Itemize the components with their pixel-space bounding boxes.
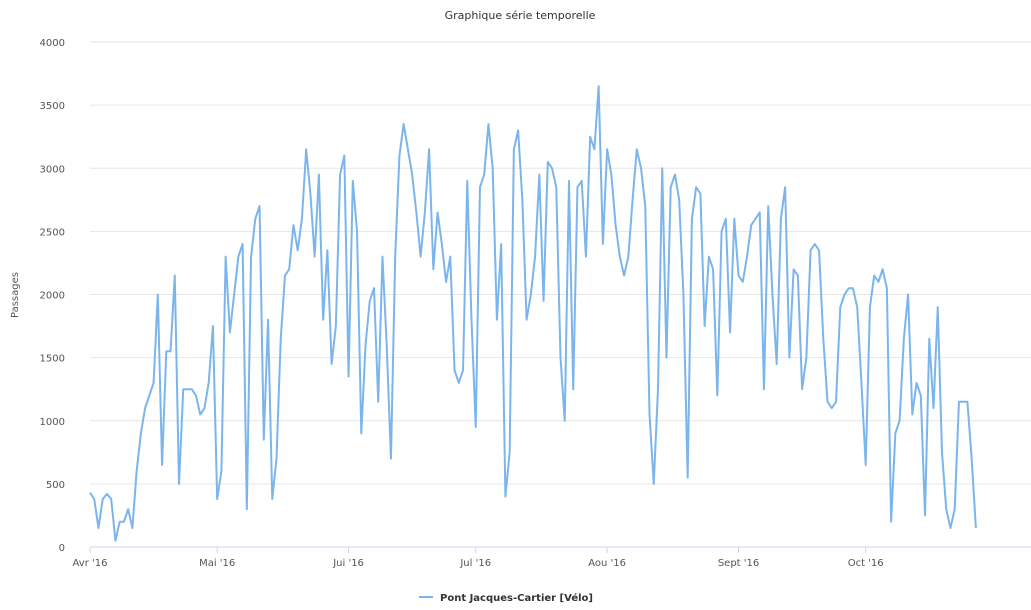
y-tick-label: 500 [46,480,65,491]
y-axis-label: Passages [10,272,21,318]
y-tick-label: 0 [59,543,65,554]
y-tick-label: 1500 [40,354,65,365]
chart-title: Graphique série temporelle [445,9,596,22]
x-tick-label: Jui '16 [332,558,364,569]
y-tick-label: 1000 [40,417,65,428]
x-tick-label: Aou '16 [588,558,626,569]
x-axis-ticks: Avr '16 Mai '16 Jui '16 Jul '16 Aou '16 Sept … [73,547,884,569]
x-tick-label: Sept '16 [718,558,759,569]
y-tick-label: 2000 [40,291,65,302]
series-line-0[interactable] [89,85,977,542]
x-tick-label: Oct '16 [848,558,884,569]
y-tick-label: 4000 [40,38,65,49]
y-axis-ticks: 0 500 1000 1500 2000 2500 3000 3500 4000 [40,38,65,554]
x-tick-label: Jul '16 [459,558,491,569]
y-tick-label: 2500 [40,227,65,238]
y-tick-label: 3500 [40,101,65,112]
legend-label-pont-jacques-cartier[interactable]: Pont Jacques-Cartier [Vélo] [440,592,593,604]
series-group [89,85,977,542]
legend[interactable]: Pont Jacques-Cartier [Vélo] [419,592,593,604]
x-tick-label: Mai '16 [199,558,235,569]
y-tick-label: 3000 [40,164,65,175]
x-tick-label: Avr '16 [73,558,108,569]
